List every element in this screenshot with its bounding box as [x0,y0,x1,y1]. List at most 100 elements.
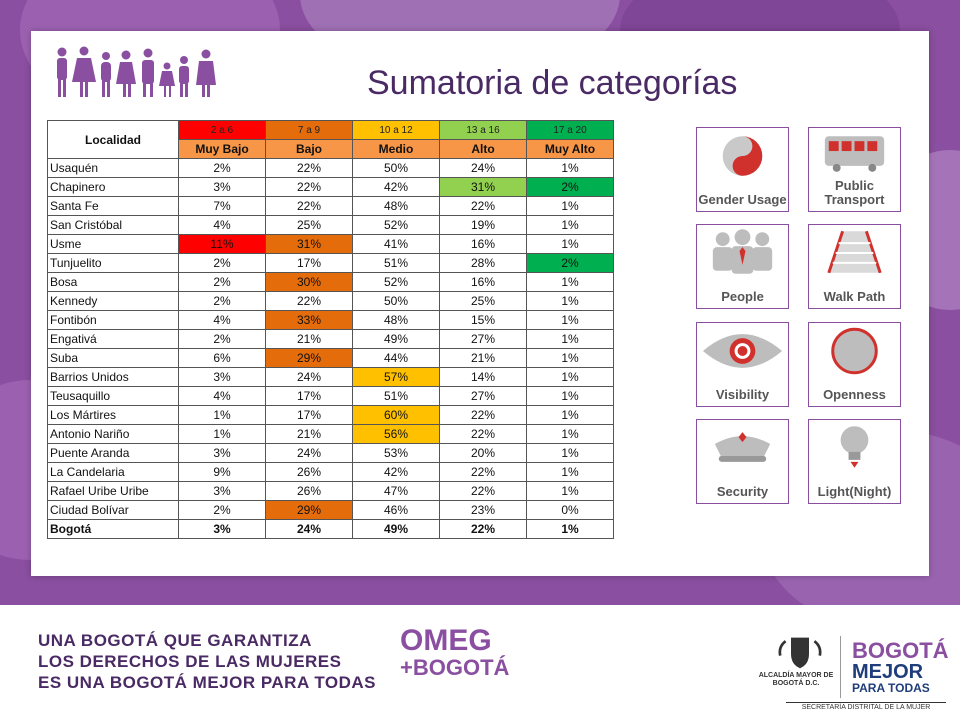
logo-divider [840,636,841,698]
table-row: Rafael Uribe Uribe 3% 26% 47% 22% 1% [47,481,614,501]
people-icon [697,225,788,286]
localidad-name: Rafael Uribe Uribe [47,481,179,501]
localidad-name: Antonio Nariño [47,424,179,444]
localidad-name: Teusaquillo [47,386,179,406]
slogan-line: LOS DERECHOS DE LAS MUJERES [38,652,342,671]
eye-icon [697,323,788,384]
table-row: Usme 11% 31% 41% 16% 1% [47,234,614,254]
value-cell: 47% [352,481,440,501]
gender-usage-icon [697,128,788,189]
table-row: La Candelaria 9% 26% 42% 22% 1% [47,462,614,482]
total-value-cell: 1% [526,519,614,539]
footer-slogan: UNA BOGOTÁ QUE GARANTIZA LOS DERECHOS DE… [38,630,376,693]
value-cell: 3% [178,177,266,197]
table-row: San Cristóbal 4% 25% 52% 19% 1% [47,215,614,235]
table-row: Usaquén 2% 22% 50% 24% 1% [47,158,614,178]
localidad-name: Usme [47,234,179,254]
value-cell: 23% [439,500,527,520]
value-cell: 2% [178,253,266,273]
value-cell: 51% [352,386,440,406]
table-row: Engativá 2% 21% 49% 27% 1% [47,329,614,349]
value-cell: 2% [178,291,266,311]
value-cell: 29% [265,500,353,520]
slogan-line: ES UNA BOGOTÁ MEJOR PARA TODAS [38,673,377,692]
value-cell: 52% [352,215,440,235]
table-row: Puente Aranda 3% 24% 53% 20% 1% [47,443,614,463]
table-row: Kennedy 2% 22% 50% 25% 1% [47,291,614,311]
value-cell: 4% [178,310,266,330]
table-row: Fontibón 4% 33% 48% 15% 1% [47,310,614,330]
icon-label: Security [716,484,769,499]
localidad-name: Ciudad Bolívar [47,500,179,520]
value-cell: 51% [352,253,440,273]
value-cell: 22% [439,405,527,425]
icon-label: Walk Path [823,289,886,304]
value-cell: 24% [265,443,353,463]
value-cell: 25% [439,291,527,311]
table-row: Bosa 2% 30% 52% 16% 1% [47,272,614,292]
localidad-name: Fontibón [47,310,179,330]
categories-table: Localidad 2 a 6 7 a 9 10 a 12 13 a 16 17… [47,120,614,539]
value-cell: 21% [265,424,353,444]
localidad-name: Bosa [47,272,179,292]
value-cell: 26% [265,481,353,501]
value-cell: 1% [526,462,614,482]
localidad-name: Puente Aranda [47,443,179,463]
value-cell: 3% [178,443,266,463]
value-cell: 1% [526,424,614,444]
value-cell: 31% [265,234,353,254]
icon-label: People [721,289,764,304]
category-header-row: Muy Bajo Bajo Medio Alto Muy Alto [48,139,614,159]
category-icon-card: Visibility [696,322,789,407]
localidad-name: La Candelaria [47,462,179,482]
coat-of-arms-icon [778,637,822,669]
value-cell: 9% [178,462,266,482]
value-cell: 15% [439,310,527,330]
value-cell: 33% [265,310,353,330]
openness-icon [809,323,900,384]
table-row: Antonio Nariño 1% 21% 56% 22% 1% [47,424,614,444]
value-cell: 3% [178,481,266,501]
total-row: Bogotá 3% 24% 49% 22% 1% [47,519,614,539]
value-cell: 16% [439,234,527,254]
range-cell: 17 a 20 [526,120,614,140]
table-row: Chapinero 3% 22% 42% 31% 2% [47,177,614,197]
lightbulb-icon [809,420,900,481]
value-cell: 2% [178,329,266,349]
value-cell: 1% [526,291,614,311]
range-cell: 7 a 9 [265,120,353,140]
value-cell: 46% [352,500,440,520]
table-row: Santa Fe 7% 22% 48% 22% 1% [47,196,614,216]
localidad-name: San Cristóbal [47,215,179,235]
category-icon-card: People [696,224,789,309]
value-cell: 2% [178,158,266,178]
localidad-name: Chapinero [47,177,179,197]
table-row: Tunjuelito 2% 17% 51% 28% 2% [47,253,614,273]
value-cell: 24% [439,158,527,178]
value-cell: 21% [439,348,527,368]
localidad-name: Tunjuelito [47,253,179,273]
category-icon-card: Openness [808,322,901,407]
value-cell: 1% [526,386,614,406]
category-icon-card: Public Transport [808,127,901,212]
value-cell: 1% [526,215,614,235]
logo-para-todas: PARA TODAS [852,681,930,695]
value-cell: 0% [526,500,614,520]
value-cell: 1% [526,158,614,178]
category-cell: Medio [352,139,440,159]
value-cell: 44% [352,348,440,368]
value-cell: 56% [352,424,440,444]
logo-bogota: BOGOTÁ [852,638,949,663]
alcaldia-text: ALCALDÍA MAYOR DE BOGOTÁ D.C. [758,672,834,687]
value-cell: 1% [526,367,614,387]
value-cell: 60% [352,405,440,425]
localidad-header: Localidad [47,120,179,159]
category-cell: Muy Bajo [178,139,266,159]
value-cell: 1% [178,424,266,444]
omeg-logo-bottom: +BOGOTÁ [400,655,510,680]
value-cell: 52% [352,272,440,292]
value-cell: 1% [526,443,614,463]
value-cell: 22% [439,481,527,501]
category-icon-card: Gender Usage [696,127,789,212]
value-cell: 20% [439,443,527,463]
